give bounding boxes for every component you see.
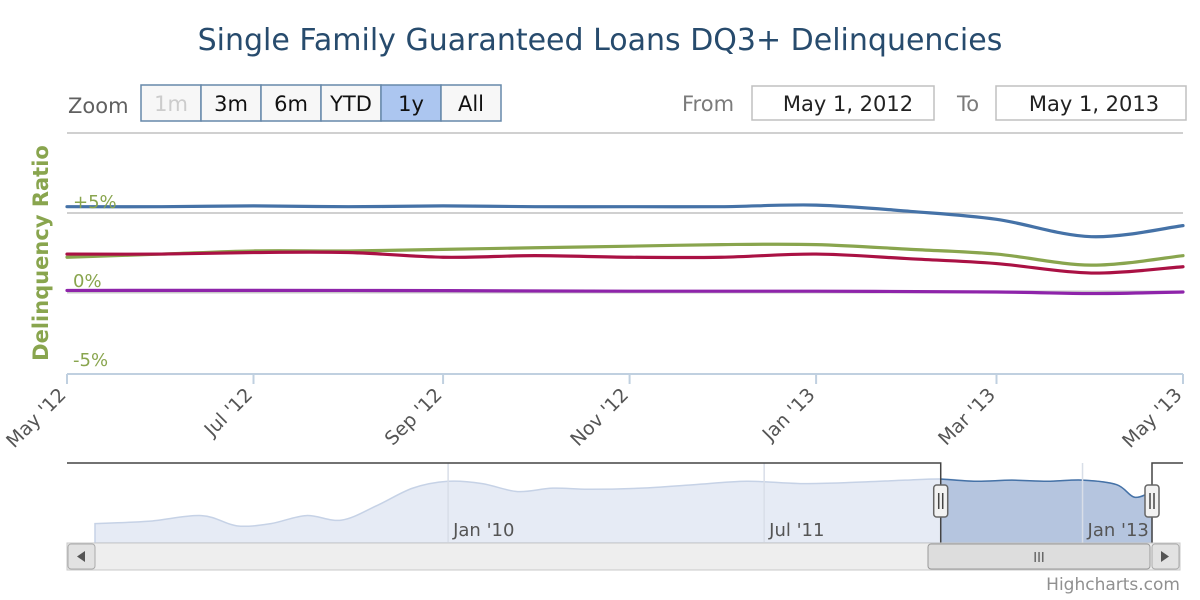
to-date-input-box[interactable] — [995, 85, 1187, 121]
series-4-line — [65, 288, 1185, 296]
x-tick-label: Jan '13 — [758, 384, 820, 446]
navigator-selected-series — [940, 478, 1153, 499]
zoom-button-group: 1m 3m 6m YTD 1y All — [140, 84, 502, 122]
navigator: Jan '10 Jul '11 Jan '13 — [67, 462, 1183, 544]
scrollbar-grip-icon: III — [1033, 551, 1045, 566]
y-axis-labels: +5% 0% -5% — [73, 192, 117, 371]
navigator-grid-lines — [447, 463, 1084, 543]
chevron-left-icon — [77, 551, 85, 562]
zoom-button-all[interactable] — [440, 84, 502, 122]
to-label: To — [956, 92, 979, 116]
zoom-button-3m[interactable] — [200, 84, 262, 122]
y-tick-label: -5% — [73, 350, 108, 371]
x-tick-label: May '13 — [1118, 384, 1186, 452]
zoom-button-1y-label[interactable]: 1y — [398, 92, 424, 116]
zoom-button-6m[interactable] — [260, 84, 322, 122]
x-tick-label: Nov '12 — [566, 384, 633, 451]
navigator-label: Jul '11 — [768, 520, 824, 541]
x-tick-label: May '12 — [2, 384, 70, 452]
chevron-right-icon — [1161, 551, 1169, 562]
chart-title: Single Family Guaranteed Loans DQ3+ Deli… — [198, 23, 1003, 58]
navigator-right-handle[interactable] — [1144, 484, 1160, 518]
scrollbar-thumb[interactable] — [927, 543, 1151, 570]
scrollbar[interactable]: III — [66, 542, 1181, 571]
zoom-button-ytd-label[interactable]: YTD — [329, 92, 372, 116]
from-label: From — [682, 92, 734, 116]
range-selector: Zoom 1m 3m 6m YTD 1y All From May 1, 2012 To … — [68, 84, 1187, 122]
y-axis-title: Delinquency Ratio — [29, 145, 53, 361]
zoom-button-3m-label[interactable]: 3m — [214, 92, 248, 116]
navigator-labels: Jan '10 Jul '11 Jan '13 — [452, 520, 1149, 541]
y-tick-label: +5% — [73, 192, 117, 213]
from-date-input[interactable]: May 1, 2012 — [783, 92, 913, 116]
zoom-label: Zoom — [68, 94, 129, 118]
series-2-line — [65, 242, 1185, 267]
x-axis-ticks: May '12 Jul '12 Sep '12 Nov '12 Jan '13 Mar '… — [2, 374, 1187, 452]
series-1-line — [65, 203, 1185, 239]
zoom-button-all-label[interactable]: All — [458, 92, 484, 116]
credits-link[interactable]: Highcharts.com — [1046, 575, 1180, 595]
from-date-input-box[interactable] — [751, 85, 935, 121]
zoom-button-6m-label[interactable]: 6m — [274, 92, 308, 116]
series-3-line — [65, 250, 1185, 275]
zoom-button-1y[interactable] — [380, 84, 442, 122]
navigator-handles — [932, 484, 1160, 518]
zoom-button-1m-label[interactable]: 1m — [154, 92, 188, 116]
navigator-left-handle[interactable] — [932, 484, 949, 518]
x-tick-label: Mar '13 — [934, 384, 1000, 450]
navigator-label: Jan '10 — [452, 520, 514, 541]
navigator-label: Jan '13 — [1087, 520, 1149, 541]
zoom-button-1m[interactable] — [140, 84, 202, 122]
series-group — [65, 203, 1185, 296]
navigator-selected-range[interactable] — [940, 463, 1152, 543]
x-tick-label: Sep '12 — [381, 384, 447, 450]
x-tick-label: Jul '12 — [200, 384, 258, 442]
to-date-input[interactable]: May 1, 2013 — [1029, 92, 1159, 116]
plot-area: +5% 0% -5% May '12 Jul '12 Sep '12 Nov '12 Jan… — [2, 132, 1187, 452]
y-tick-label: 0% — [73, 271, 102, 292]
